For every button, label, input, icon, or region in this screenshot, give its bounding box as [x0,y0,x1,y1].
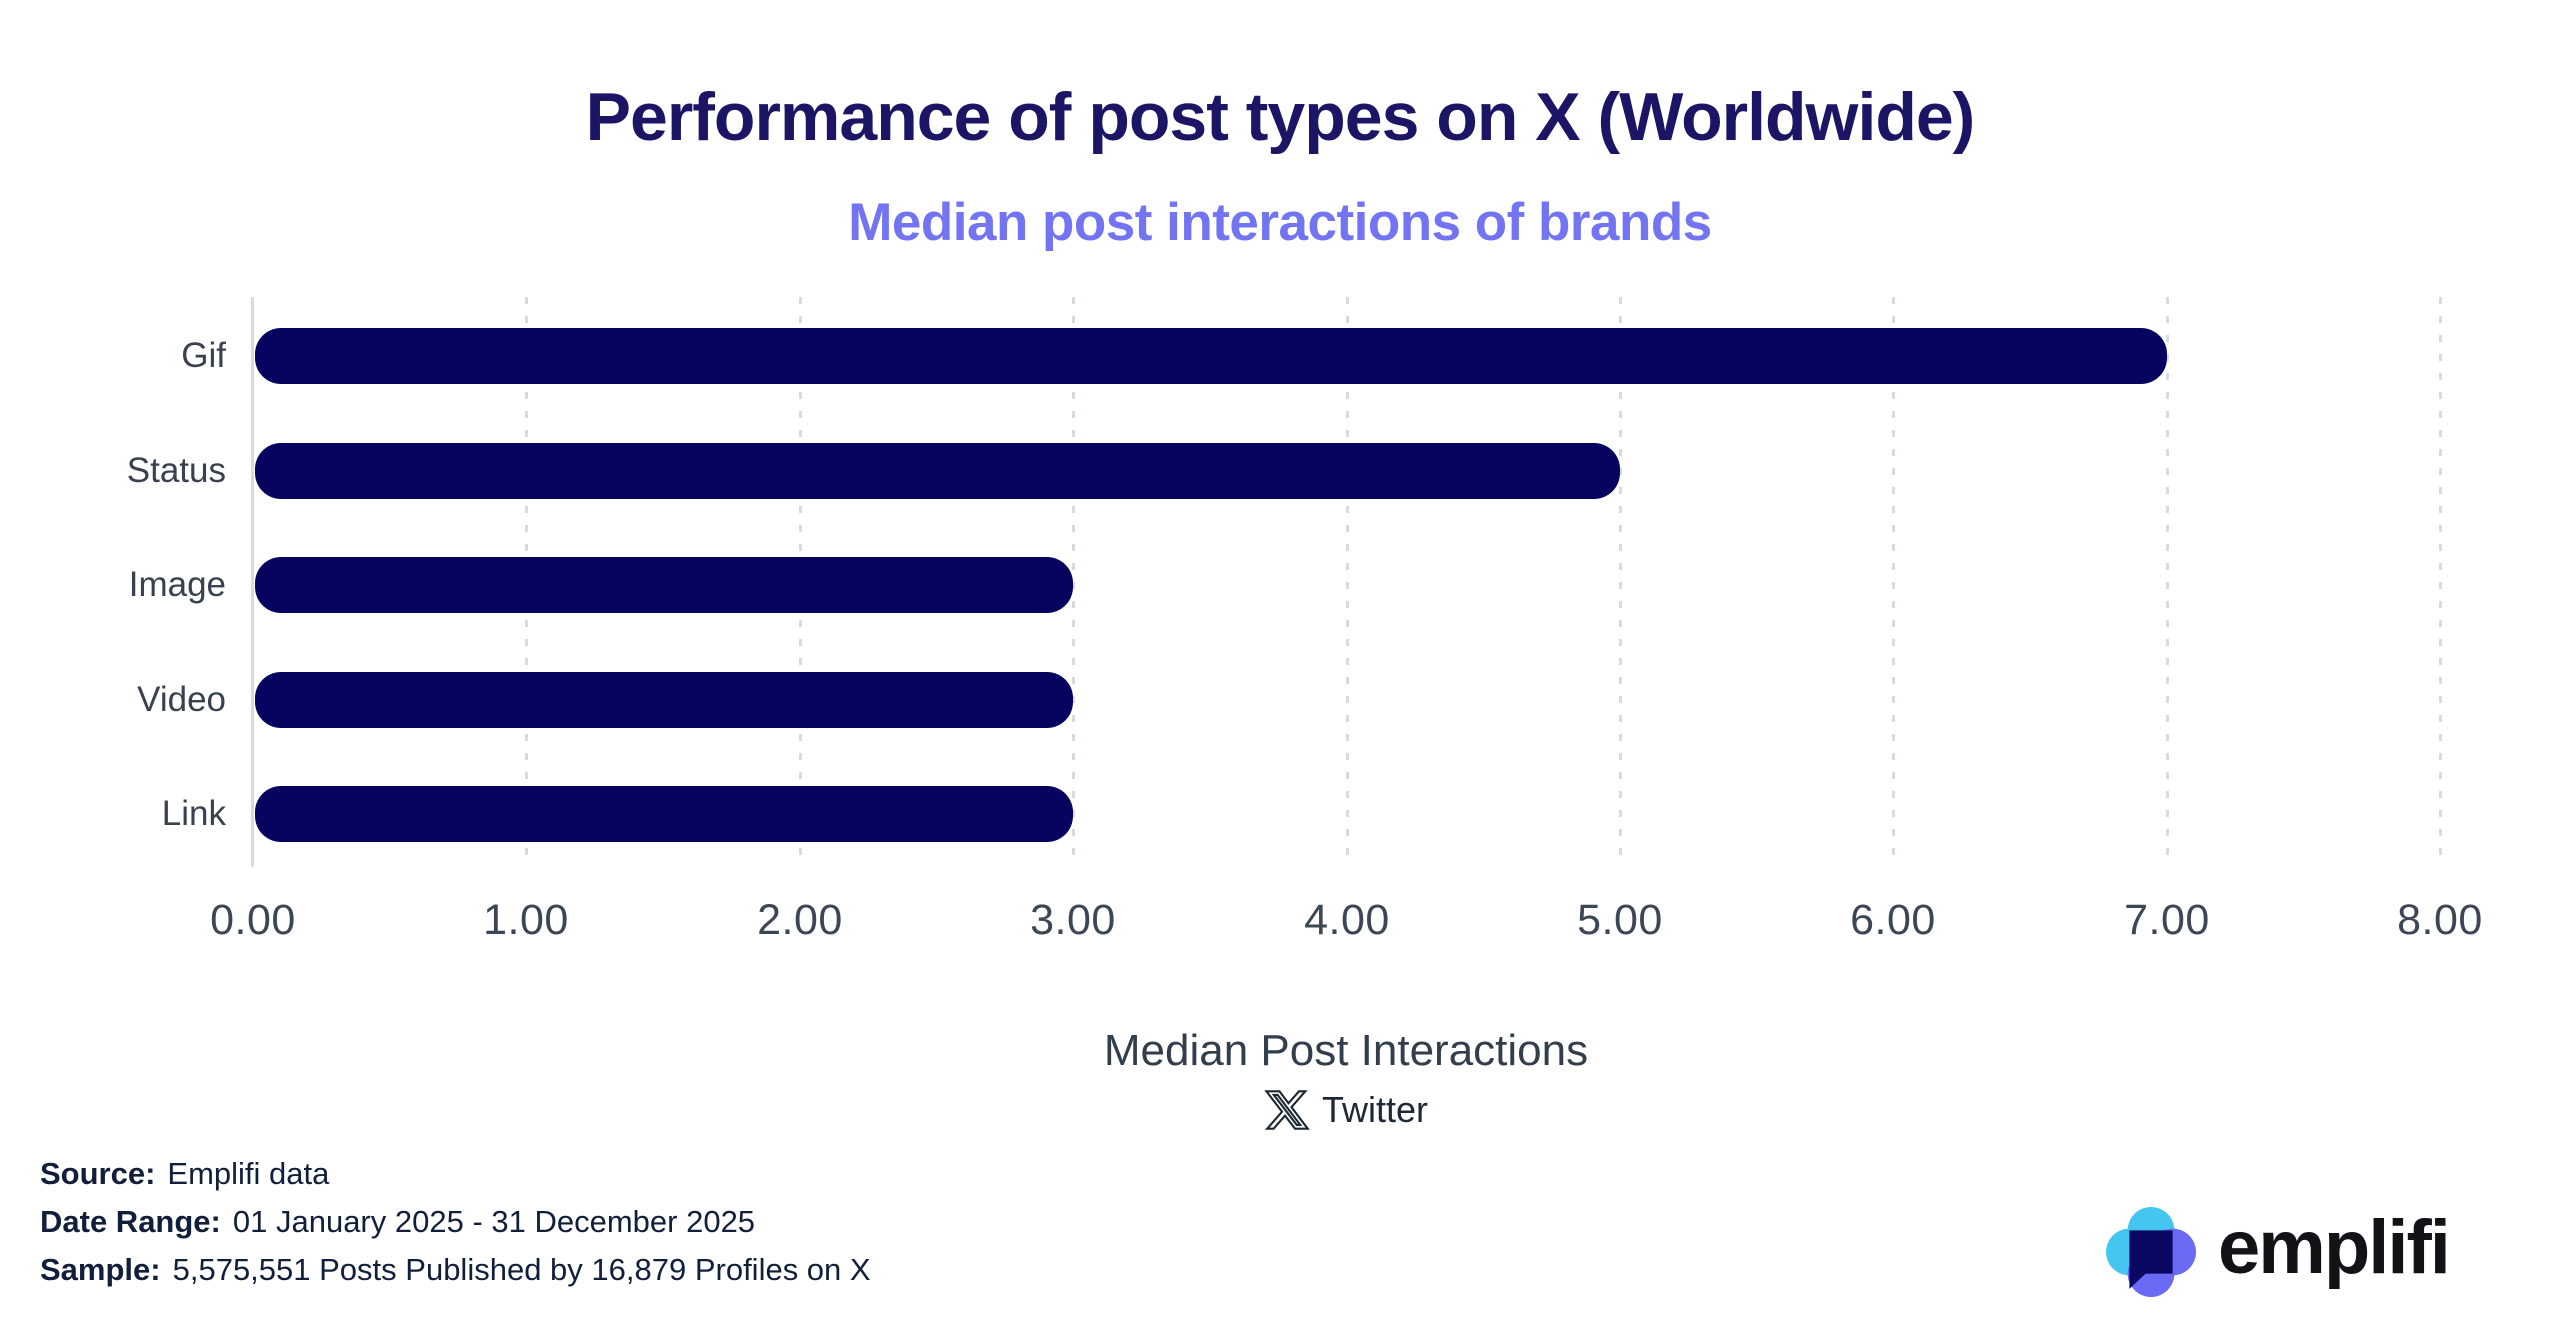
gridline [1072,297,1075,867]
bar-image [255,557,1073,613]
x-tick-label: 2.00 [757,896,843,944]
y-axis-line [251,297,254,867]
date-range-label: Date Range: [40,1204,221,1239]
bar-status [255,442,1620,499]
gridline [2439,297,2442,867]
sample-label: Sample: [40,1252,161,1287]
category-label-link: Link [161,794,226,833]
x-tick-label: 8.00 [2397,896,2483,944]
platform-row: Twitter [946,1082,1746,1138]
date-range-value: 01 January 2025 - 31 December 2025 [232,1204,756,1239]
category-label-video: Video [137,679,226,719]
platform-label: Twitter [1321,1089,1428,1130]
gridline [1619,297,1622,867]
brand-wordmark: emplifi [2218,1204,2451,1290]
category-label-image: Image [128,565,226,604]
page-title: Performance of post types on X (Worldwid… [585,79,1976,155]
x-tick-label: 3.00 [1030,896,1116,944]
source-label: Source: [40,1156,156,1191]
x-axis-title: Median Post Interactions [1103,1026,1589,1075]
x-tick-label: 1.00 [483,896,569,944]
footer-meta: Source: Emplifi data Date Range: 01 Januar… [40,1150,871,1294]
date-range-row: Date Range: 01 January 2025 - 31 December… [40,1198,871,1246]
page-subtitle: Median post interactions of brands [848,193,1712,252]
source-value: Emplifi data [167,1156,330,1191]
bar-video [255,671,1073,728]
x-tick-label: 0.00 [210,896,296,944]
x-tick-label: 4.00 [1304,896,1390,944]
emplifi-logo-icon [2106,1207,2196,1297]
x-logo-icon [1264,1090,1310,1130]
category-label-gif: Gif [181,336,226,375]
bar-gif [255,328,2167,384]
brand-logo: emplifi [2106,1200,2451,1304]
gridline [2166,297,2169,867]
bar-link [255,786,1073,842]
x-tick-label: 7.00 [2124,896,2210,944]
x-tick-label: 6.00 [1850,896,1936,944]
sample-row: Sample: 5,575,551 Posts Published by 16,8… [40,1246,871,1294]
x-tick-label: 5.00 [1577,896,1663,944]
category-label-status: Status [126,450,226,490]
source-row: Source: Emplifi data [40,1150,871,1198]
gridline [1892,297,1895,867]
sample-value: 5,575,551 Posts Published by 16,879 Prof… [172,1252,871,1287]
gridline [1346,297,1349,867]
